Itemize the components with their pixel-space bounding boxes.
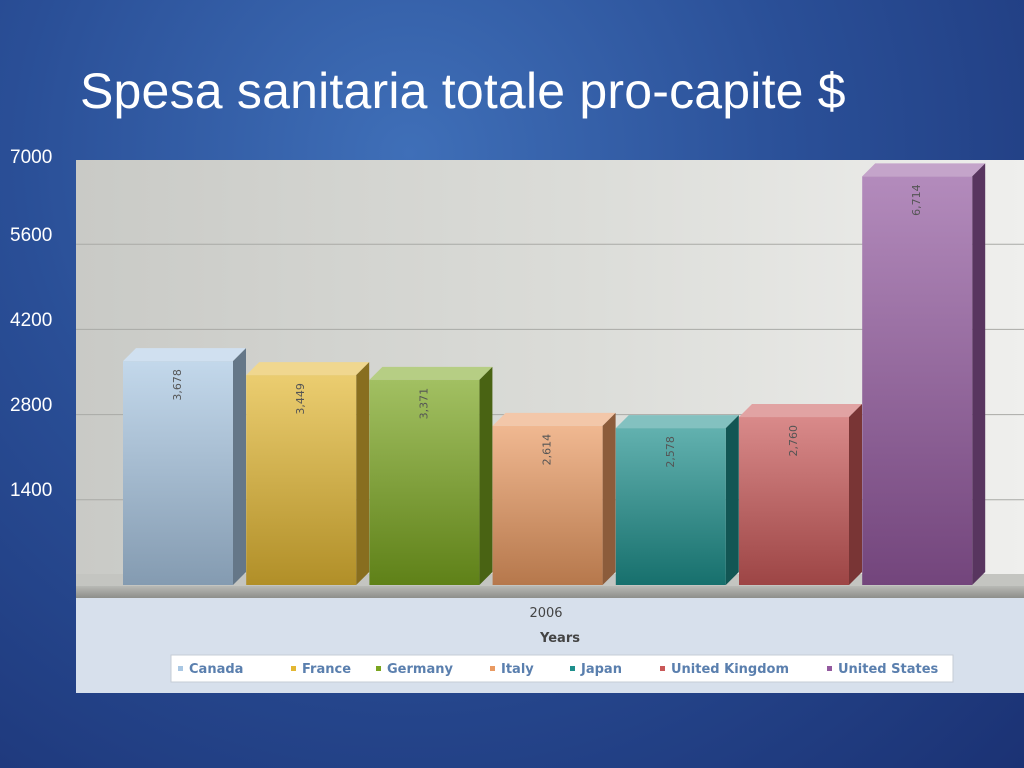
legend-swatch — [376, 666, 381, 671]
legend-item: Canada — [178, 662, 243, 677]
legend-item: Japan — [570, 662, 622, 677]
bar-front — [369, 379, 480, 585]
bar-side — [233, 348, 246, 585]
bar-value-label: 3,678 — [171, 369, 184, 401]
bar-top — [739, 404, 862, 418]
bar-top — [369, 366, 493, 380]
bar-value-label: 2,760 — [787, 425, 800, 457]
bar-front — [246, 375, 357, 585]
slide-title: Spesa sanitaria totale pro-capite $ — [80, 63, 846, 119]
bar-side — [356, 362, 370, 585]
legend-swatch — [827, 666, 832, 671]
x-tick-label: 2006 — [529, 606, 562, 621]
bar-canada: 3,678 — [123, 348, 246, 585]
legend-item: Italy — [490, 662, 534, 677]
bar-side — [602, 412, 616, 585]
legend: Canada France Germany Italy Japan United King… — [178, 662, 939, 677]
legend-item: France — [291, 662, 351, 677]
bars: 3,678 3,449 3,371 2,614 2,578 2,760 6,714 — [123, 163, 986, 585]
y-tick-label: 2800 — [10, 395, 53, 416]
bar-top — [615, 415, 739, 429]
bar-side — [849, 404, 862, 585]
legend-item: United States — [827, 662, 939, 677]
bar-top — [492, 412, 616, 426]
bar-side — [725, 415, 739, 585]
bar-value-label: 2,578 — [664, 436, 677, 468]
legend-label: Canada — [189, 662, 243, 677]
y-tick-label: 7000 — [10, 147, 53, 168]
legend-label: United Kingdom — [671, 662, 789, 677]
chart-floor-edge — [76, 586, 1024, 598]
bar-front — [615, 428, 726, 585]
legend-box — [170, 654, 954, 683]
legend-swatch — [291, 666, 296, 671]
x-axis-title: Years — [539, 631, 580, 646]
bar-side — [479, 366, 493, 585]
bar-italy: 2,614 — [492, 412, 616, 585]
legend-label: France — [302, 662, 351, 677]
legend-swatch — [660, 666, 665, 671]
y-tick-label: 4200 — [10, 310, 53, 331]
bar-front — [123, 361, 233, 585]
legend-label: Japan — [580, 662, 622, 677]
bar-value-label: 2,614 — [541, 434, 554, 466]
legend-item: Germany — [376, 662, 453, 677]
legend-label: Germany — [387, 662, 453, 677]
legend-label: Italy — [501, 662, 534, 677]
bar-top — [123, 348, 246, 362]
bar-united-kingdom: 2,760 — [739, 404, 862, 585]
bar-value-label: 3,449 — [294, 383, 307, 415]
bar-united-states: 6,714 — [862, 163, 986, 585]
y-tick-label: 5600 — [10, 225, 53, 246]
bar-france: 3,449 — [246, 362, 370, 585]
bar-top — [862, 163, 986, 177]
bar-germany: 3,371 — [369, 366, 493, 585]
bar-value-label: 6,714 — [910, 184, 923, 216]
y-tick-label: 1400 — [10, 480, 53, 501]
bar-front — [739, 417, 849, 585]
bar-front — [492, 425, 603, 585]
legend-item: United Kingdom — [660, 662, 789, 677]
bar-side — [972, 163, 986, 585]
bar-japan: 2,578 — [615, 415, 739, 585]
bar-value-label: 3,371 — [417, 388, 430, 420]
chart-svg: 3,678 3,449 3,371 2,614 2,578 2,760 6,714 2006… — [76, 160, 1024, 693]
bar-chart: 3,678 3,449 3,371 2,614 2,578 2,760 6,714 2006… — [76, 160, 1024, 693]
legend-swatch — [570, 666, 575, 671]
bar-front — [862, 176, 973, 585]
legend-swatch — [178, 666, 183, 671]
legend-swatch — [490, 666, 495, 671]
legend-label: United States — [838, 662, 939, 677]
bar-top — [246, 362, 370, 376]
